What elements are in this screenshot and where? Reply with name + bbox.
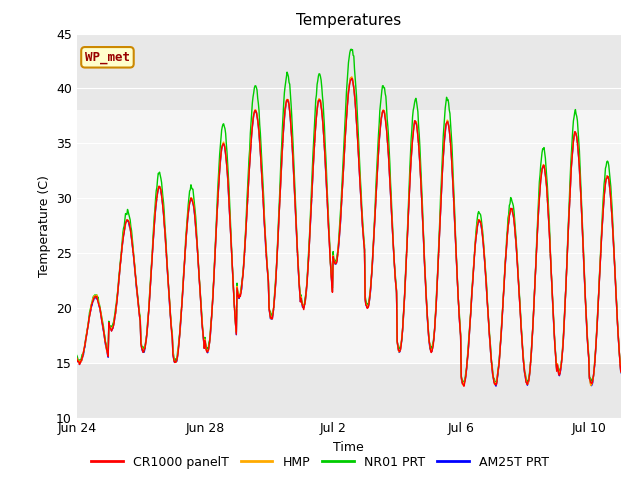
Text: WP_met: WP_met: [85, 51, 130, 64]
Legend: CR1000 panelT, HMP, NR01 PRT, AM25T PRT: CR1000 panelT, HMP, NR01 PRT, AM25T PRT: [86, 451, 554, 474]
Y-axis label: Temperature (C): Temperature (C): [38, 175, 51, 276]
X-axis label: Time: Time: [333, 441, 364, 454]
Bar: [77, 110, 621, 363]
Title: Temperatures: Temperatures: [296, 13, 401, 28]
